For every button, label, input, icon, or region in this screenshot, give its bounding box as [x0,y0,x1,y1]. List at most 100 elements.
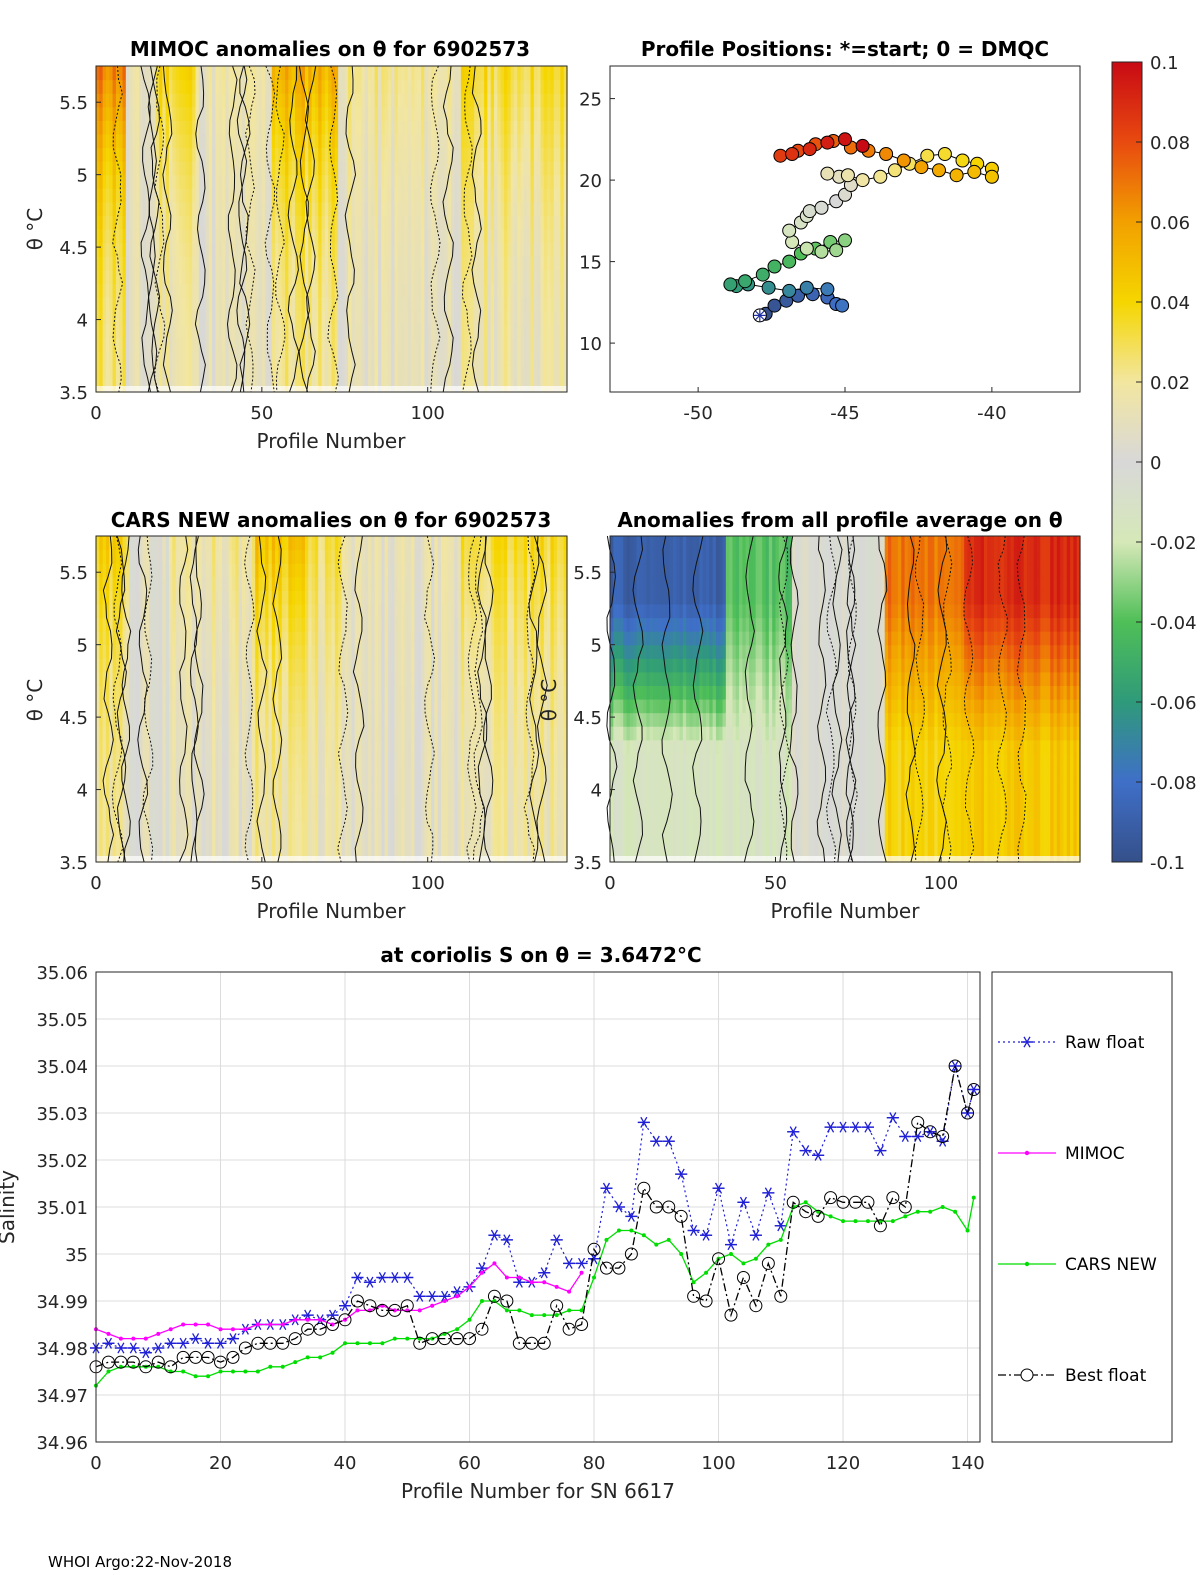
heatmap-cell [145,351,150,366]
heatmap-cell [175,699,180,714]
heatmap-cell [261,66,266,81]
heatmap-cell [125,120,130,135]
heatmap-cell [99,536,104,551]
heatmap-cell [255,324,260,339]
heatmap-cell [281,658,286,673]
heatmap-cell [530,133,535,149]
heatmap-cell [188,739,193,754]
heatmap-cell [245,201,250,217]
heatmap-cell [185,631,190,646]
heatmap-cell [168,671,173,687]
heatmap-cell [102,66,107,81]
heatmap-cell [331,256,336,271]
heatmap-cell [494,310,498,325]
heatmap-cell [142,644,147,659]
heatmap-cell [503,215,508,230]
heatmap-cell [122,296,127,312]
heatmap-cell [311,296,316,312]
heatmap-cell [520,174,525,189]
heatmap-cell [520,283,525,298]
heatmap-cell [129,161,134,176]
heatmap-cell [225,324,230,339]
heatmap-cell [391,256,396,271]
heatmap-cell [301,242,306,257]
heatmap-cell [235,364,240,380]
heatmap-cell [467,269,472,284]
heatmap-cell [288,378,293,393]
heatmap-cell [175,780,180,795]
heatmap-cell [464,161,469,176]
heatmap-cell [255,766,260,782]
heatmap-cell [96,685,100,700]
heatmap-cell [129,576,134,591]
heatmap-cell [168,283,173,298]
heatmap-cell [271,631,276,646]
heatmap-cell [271,549,276,564]
heatmap-cell [96,848,100,863]
contour-line [327,65,340,393]
heatmap-cell [278,576,283,591]
heatmap-cell [268,807,273,822]
heatmap-cell [235,834,240,850]
heatmap-cell [520,188,525,203]
heatmap-cell [142,188,147,203]
heatmap-cell [275,201,280,217]
heatmap-cell [159,188,163,203]
profile-marker [835,298,850,313]
heatmap-cell [109,726,114,741]
heatmap-cell [198,296,203,312]
heatmap-cell [145,726,150,741]
heatmap-cell [248,133,253,149]
heatmap-cell [275,563,280,578]
heatmap-cell [251,766,256,782]
heatmap-cell [275,324,280,339]
heatmap-cell [377,147,382,162]
heatmap-cell [149,66,153,81]
heatmap-cell [99,93,104,108]
heatmap-cell [235,549,240,564]
heatmap-cell [261,106,266,121]
heatmap-cell [288,631,293,646]
heatmap-cell [460,378,465,393]
heatmap-cell [414,93,419,108]
heatmap-cell [421,120,425,135]
heatmap-cell [178,536,183,551]
heatmap-cell [527,215,532,230]
heatmap-cell [152,766,157,782]
heatmap-cell [241,120,246,135]
heatmap-cell [440,120,445,135]
heatmap-cell [334,337,339,352]
heatmap-cell [182,337,187,352]
heatmap-cell [304,188,309,203]
heatmap-cell [291,215,296,230]
heatmap-cell [374,174,379,189]
heatmap-cell [265,364,270,380]
heatmap-cell [135,834,140,850]
heatmap-cell [268,378,273,393]
heatmap-cell [109,590,114,605]
heatmap-cell [278,617,283,632]
heatmap-cell [99,161,104,176]
heatmap-cell [251,296,256,312]
heatmap-cell [178,631,183,646]
heatmap-cell [139,712,144,727]
heatmap-cell [112,174,117,189]
heatmap-cell [99,120,104,135]
heatmap-cell [255,296,260,312]
heatmap-cell [331,378,336,393]
heatmap-cell [188,188,193,203]
heatmap-cell [304,174,309,189]
heatmap-cell [212,269,217,284]
heatmap-cell [109,794,114,809]
heatmap-cell [437,79,442,94]
heatmap-cell [520,66,525,81]
heatmap-cell [285,563,289,578]
heatmap-cell [291,807,296,822]
heatmap-cell [235,699,240,714]
heatmap-cell [245,834,250,850]
heatmap-cell [470,229,475,244]
heatmap-cell [195,256,200,271]
heatmap-cell [500,93,505,108]
heatmap-cell [553,174,558,189]
profile-marker [799,280,814,295]
